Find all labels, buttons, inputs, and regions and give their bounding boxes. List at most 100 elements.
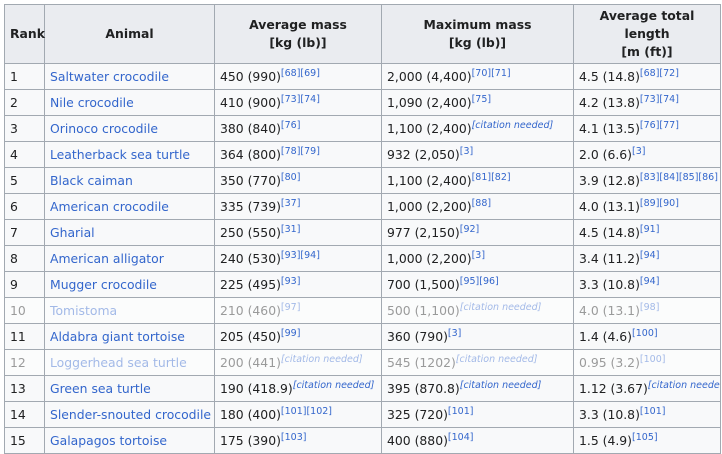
reference-link[interactable]: [92] xyxy=(459,223,480,235)
reference-link[interactable]: [78][79] xyxy=(280,145,320,157)
reference-link[interactable]: [37] xyxy=(280,197,301,209)
citation-needed-link[interactable]: [citation needed] xyxy=(459,379,542,391)
reference-link[interactable]: [101] xyxy=(639,405,666,417)
animal-link[interactable]: American crocodile xyxy=(50,199,169,214)
animal-cell: Slender-snouted crocodile xyxy=(44,401,215,428)
animal-cell: Gharial xyxy=(44,219,215,246)
reference-link[interactable]: [68][72] xyxy=(639,67,679,79)
reference-link[interactable]: [3] xyxy=(447,327,462,339)
reference-link[interactable]: [31] xyxy=(280,223,301,235)
reference-link[interactable]: [105] xyxy=(632,431,658,443)
rank-cell: 3 xyxy=(4,115,45,142)
animal-link[interactable]: American alligator xyxy=(50,251,164,266)
animal-link[interactable]: Green sea turtle xyxy=(50,381,151,396)
reference-link[interactable]: [75] xyxy=(471,93,492,105)
animal-link[interactable]: Aldabra giant tortoise xyxy=(50,329,185,344)
rank-cell: 8 xyxy=(4,245,45,272)
reference-link[interactable]: [76][77] xyxy=(639,119,679,131)
table-row: 14 Slender-snouted crocodile 180 (400)[101… xyxy=(4,401,721,428)
animal-cell: Green sea turtle xyxy=(44,375,215,402)
table-row: 15 Galapagos tortoise 175 (390)[103] 400 (8… xyxy=(4,427,721,454)
rank-cell: 9 xyxy=(4,271,45,298)
table-row: 4 Leatherback sea turtle 364 (800)[78][79]… xyxy=(4,141,721,168)
animal-cell: Aldabra giant tortoise xyxy=(44,323,215,350)
citation-needed-link[interactable]: [citation needed] xyxy=(280,353,363,365)
max-mass-cell: 400 (880)[104] xyxy=(381,427,574,454)
reference-link[interactable]: [76] xyxy=(280,119,301,131)
reference-link[interactable]: [3] xyxy=(632,145,646,157)
reference-link[interactable]: [70][71] xyxy=(471,67,511,79)
animal-link[interactable]: Orinoco crocodile xyxy=(50,121,159,136)
animal-link[interactable]: Saltwater crocodile xyxy=(50,69,169,84)
reference-link[interactable]: [68][69] xyxy=(280,67,320,79)
reference-link[interactable]: [91] xyxy=(639,223,660,235)
avg-mass-cell-value: 225 (495) xyxy=(220,277,281,292)
reference-link[interactable]: [3] xyxy=(459,145,474,157)
animal-link[interactable]: Nile crocodile xyxy=(50,95,134,110)
animal-link[interactable]: Tomistoma xyxy=(50,303,118,318)
citation-needed-link[interactable]: [citation needed] xyxy=(455,353,538,365)
rank-header[interactable]: Rank xyxy=(4,4,45,64)
animal-link[interactable]: Gharial xyxy=(50,225,95,240)
avg-mass-cell: 225 (495)[93] xyxy=(214,271,382,298)
animal-cell: Black caiman xyxy=(44,167,215,194)
reference-link[interactable]: [103] xyxy=(280,431,307,443)
reference-link[interactable]: [88] xyxy=(471,197,492,209)
reference-link[interactable]: [73][74] xyxy=(639,93,679,105)
animal-cell: Tomistoma xyxy=(44,297,215,324)
avg-length-cell: 4.0 (13.1)[98] xyxy=(573,297,721,324)
avg-length-cell: 1.5 (4.9)[105] xyxy=(573,427,721,454)
citation-needed-link[interactable]: [citation needed] xyxy=(292,379,375,391)
animal-link[interactable]: Leatherback sea turtle xyxy=(50,147,191,162)
reference-link[interactable]: [93] xyxy=(280,275,301,287)
reference-link[interactable]: [104] xyxy=(447,431,474,443)
reference-link[interactable]: [80] xyxy=(280,171,301,183)
avg-mass-cell: 175 (390)[103] xyxy=(214,427,382,454)
citation-needed-link[interactable]: [citation needed] xyxy=(471,119,554,131)
avg-mass-cell: 205 (450)[99] xyxy=(214,323,382,350)
reference-link[interactable]: [99] xyxy=(280,327,301,339)
max-mass-header[interactable]: Maximum mass [kg (lb)] xyxy=(381,4,574,64)
avg-length-cell: 4.5 (14.8)[68][72] xyxy=(573,63,721,90)
reference-link[interactable]: [93][94] xyxy=(280,249,320,261)
reference-link[interactable]: [97] xyxy=(280,301,301,313)
max-mass-cell-value: 700 (1,500) xyxy=(387,277,460,292)
animal-link[interactable]: Mugger crocodile xyxy=(50,277,157,292)
animal-link[interactable]: Black caiman xyxy=(50,173,133,188)
rank-cell: 15 xyxy=(4,427,45,454)
table-row: 5 Black caiman 350 (770)[80] 1,100 (2,400)[… xyxy=(4,167,721,194)
reference-link[interactable]: [81][82] xyxy=(471,171,511,183)
reference-link[interactable]: [100] xyxy=(632,327,658,339)
reference-link[interactable]: [94] xyxy=(639,275,660,287)
header-row: Rank Animal Average mass [kg (lb)] Maximu… xyxy=(4,4,721,64)
avg-length-header[interactable]: Average total length [m (ft)] xyxy=(573,4,721,64)
avg-mass-header[interactable]: Average mass [kg (lb)] xyxy=(214,4,382,64)
reference-link[interactable]: [83][84][85][86] xyxy=(639,171,718,183)
max-mass-cell-value: 977 (2,150) xyxy=(387,225,460,240)
avg-length-cell-value: 3.9 (12.8) xyxy=(579,173,640,188)
rank-cell: 11 xyxy=(4,323,45,350)
reference-link[interactable]: [95][96] xyxy=(459,275,499,287)
reference-link[interactable]: [98] xyxy=(639,301,660,313)
reference-link[interactable]: [100] xyxy=(639,353,666,365)
citation-needed-link[interactable]: [citation needed] xyxy=(647,379,720,391)
reference-link[interactable]: [3] xyxy=(471,249,486,261)
reference-link[interactable]: [73][74] xyxy=(280,93,320,105)
reference-link[interactable]: [89][90] xyxy=(639,197,679,209)
avg-length-cell: 4.2 (13.8)[73][74] xyxy=(573,89,721,116)
reference-link[interactable]: [101] xyxy=(447,405,474,417)
reference-link[interactable]: [94] xyxy=(639,249,660,261)
avg-mass-cell-value: 335 (739) xyxy=(220,199,281,214)
animal-cell: Loggerhead sea turtle xyxy=(44,349,215,376)
rank-cell: 4 xyxy=(4,141,45,168)
avg-length-cell: 3.3 (10.8)[101] xyxy=(573,401,721,428)
reference-link[interactable]: [101][102] xyxy=(280,405,333,417)
animal-link[interactable]: Loggerhead sea turtle xyxy=(50,355,187,370)
avg-mass-cell: 450 (990)[68][69] xyxy=(214,63,382,90)
animal-link[interactable]: Galapagos tortoise xyxy=(50,433,168,448)
avg-length-cell-value: 1.4 (4.6) xyxy=(579,329,633,344)
max-mass-cell-value: 545 (1202) xyxy=(387,355,456,370)
citation-needed-link[interactable]: [citation needed] xyxy=(459,301,542,313)
animal-header[interactable]: Animal xyxy=(44,4,215,64)
animal-link[interactable]: Slender-snouted crocodile xyxy=(50,407,212,422)
